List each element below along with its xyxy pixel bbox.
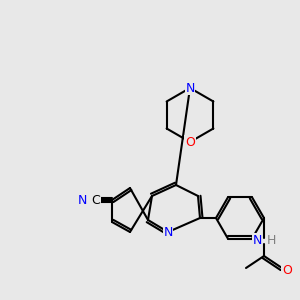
Text: N: N [252, 233, 262, 247]
Text: H: H [266, 233, 276, 247]
Text: N: N [163, 226, 173, 238]
Text: O: O [185, 136, 195, 148]
Text: C: C [92, 194, 100, 206]
Text: N: N [77, 194, 87, 206]
Text: O: O [282, 265, 292, 278]
Text: N: N [185, 82, 195, 94]
